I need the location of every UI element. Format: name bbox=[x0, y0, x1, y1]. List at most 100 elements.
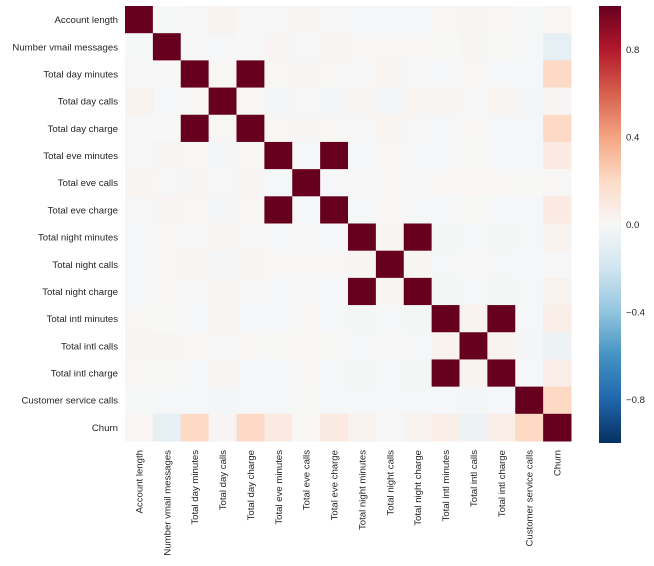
heatmap-cell bbox=[515, 359, 544, 388]
heatmap-cell bbox=[292, 359, 321, 388]
heatmap-cell bbox=[348, 114, 377, 143]
heatmap-cell bbox=[515, 413, 544, 442]
heatmap-cell bbox=[264, 332, 293, 360]
colorbar-tick-label: 0.8 bbox=[626, 45, 639, 56]
heatmap-cell bbox=[320, 305, 349, 333]
x-tick-label: Total intl charge bbox=[497, 450, 508, 517]
heatmap-cell bbox=[208, 277, 238, 306]
heatmap-cell bbox=[403, 413, 433, 442]
heatmap-cell bbox=[515, 87, 544, 116]
heatmap-cell bbox=[292, 223, 321, 252]
heatmap-cell bbox=[125, 114, 154, 143]
heatmap-cell bbox=[487, 196, 516, 224]
heatmap-cell bbox=[403, 6, 433, 34]
x-axis-labels: Account length Number vmail messages Total… bbox=[134, 450, 563, 556]
heatmap-cell bbox=[180, 250, 210, 279]
heatmap-cell bbox=[152, 223, 182, 252]
heatmap-cell bbox=[292, 6, 321, 34]
heatmap-cell bbox=[320, 386, 349, 415]
heatmap-cell bbox=[292, 141, 321, 170]
heatmap-cell bbox=[236, 386, 265, 415]
y-tick-label: Total eve charge bbox=[48, 205, 118, 216]
heatmap-cell bbox=[320, 250, 349, 279]
x-tick-label: Total eve minutes bbox=[274, 450, 285, 525]
heatmap-cell bbox=[487, 223, 516, 252]
heatmap-cell bbox=[403, 277, 433, 306]
heatmap-cell bbox=[208, 33, 238, 61]
y-tick-label: Number vmail messages bbox=[12, 42, 118, 53]
heatmap-cell bbox=[375, 359, 405, 388]
heatmap-cell bbox=[431, 277, 461, 306]
heatmap-cell bbox=[152, 359, 182, 388]
heatmap-cell bbox=[292, 305, 321, 333]
heatmap-cell bbox=[125, 196, 154, 224]
heatmap-cell bbox=[125, 413, 154, 442]
heatmap-cell bbox=[208, 250, 238, 279]
colorbar-tick-label: −0.4 bbox=[626, 307, 646, 318]
heatmap-cell bbox=[403, 196, 433, 224]
heatmap-cell bbox=[236, 6, 265, 34]
heatmap-cell bbox=[459, 305, 488, 333]
heatmap-cell bbox=[375, 87, 405, 116]
heatmap-cell bbox=[236, 114, 265, 143]
heatmap-cell bbox=[543, 169, 572, 197]
heatmap-cell bbox=[292, 196, 321, 224]
heatmap-cell bbox=[543, 6, 572, 34]
heatmap-cell bbox=[431, 223, 461, 252]
y-tick-label: Total night minutes bbox=[38, 233, 118, 244]
heatmap-cell bbox=[459, 277, 488, 306]
x-tick-label: Total night charge bbox=[413, 450, 424, 526]
heatmap-cell bbox=[208, 413, 238, 442]
heatmap-cell bbox=[431, 114, 461, 143]
heatmap-cell bbox=[459, 196, 488, 224]
heatmap-cell bbox=[487, 413, 516, 442]
heatmap-cell bbox=[375, 223, 405, 252]
heatmap-cell bbox=[236, 305, 265, 333]
heatmap-cell bbox=[487, 141, 516, 170]
heatmap-cell bbox=[515, 305, 544, 333]
heatmap-cell bbox=[487, 305, 516, 333]
heatmap-cell bbox=[208, 332, 238, 360]
heatmap-cell bbox=[348, 141, 377, 170]
heatmap-cell bbox=[348, 60, 377, 89]
heatmap-cell bbox=[125, 6, 154, 34]
heatmap-cell bbox=[375, 6, 405, 34]
heatmap-cell bbox=[152, 277, 182, 306]
heatmap-cell bbox=[431, 413, 461, 442]
heatmap-cells bbox=[125, 6, 572, 442]
heatmap-cell bbox=[403, 305, 433, 333]
heatmap-cell bbox=[431, 169, 461, 197]
heatmap-cell bbox=[180, 114, 210, 143]
heatmap-cell bbox=[264, 305, 293, 333]
heatmap-cell bbox=[264, 359, 293, 388]
heatmap-cell bbox=[180, 413, 210, 442]
heatmap-cell bbox=[152, 169, 182, 197]
heatmap-cell bbox=[403, 114, 433, 143]
heatmap-cell bbox=[320, 196, 349, 224]
heatmap-cell bbox=[236, 60, 265, 89]
heatmap-cell bbox=[543, 332, 572, 360]
y-tick-label: Total night calls bbox=[52, 260, 118, 271]
heatmap-cell bbox=[459, 413, 488, 442]
heatmap-cell bbox=[543, 359, 572, 388]
heatmap-cell bbox=[515, 114, 544, 143]
x-tick-label: Account length bbox=[134, 450, 145, 513]
heatmap-cell bbox=[180, 141, 210, 170]
heatmap-cell bbox=[180, 60, 210, 89]
heatmap-cell bbox=[403, 359, 433, 388]
heatmap-cell bbox=[431, 141, 461, 170]
heatmap-cell bbox=[515, 250, 544, 279]
heatmap-cell bbox=[236, 87, 265, 116]
heatmap-cell bbox=[487, 33, 516, 61]
heatmap-cell bbox=[348, 196, 377, 224]
heatmap-cell bbox=[292, 386, 321, 415]
heatmap-cell bbox=[320, 413, 349, 442]
heatmap-cell bbox=[459, 60, 488, 89]
heatmap-cell bbox=[348, 169, 377, 197]
heatmap-cell bbox=[236, 359, 265, 388]
heatmap-cell bbox=[459, 386, 488, 415]
heatmap-cell bbox=[515, 386, 544, 415]
heatmap-cell bbox=[487, 6, 516, 34]
heatmap-cell bbox=[375, 413, 405, 442]
heatmap-cell bbox=[348, 359, 377, 388]
